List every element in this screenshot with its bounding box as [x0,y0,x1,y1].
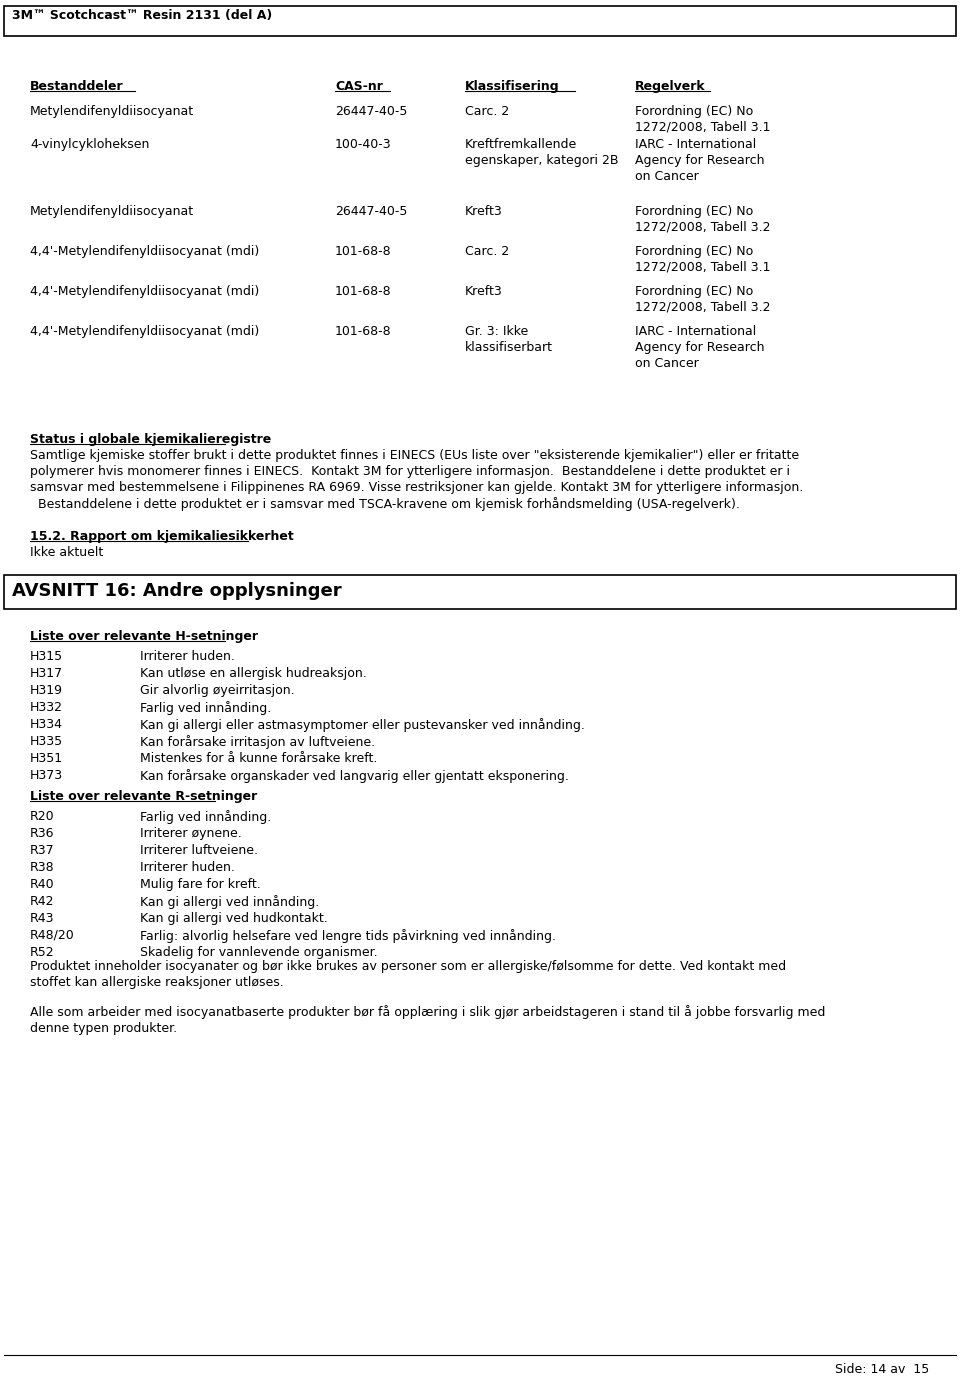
Text: 26447-40-5: 26447-40-5 [335,205,407,218]
Text: R20: R20 [30,810,55,822]
Text: Forordning (EC) No
1272/2008, Tabell 3.2: Forordning (EC) No 1272/2008, Tabell 3.2 [635,205,771,234]
Text: 4,4'-Metylendifenyldiisocyanat (mdi): 4,4'-Metylendifenyldiisocyanat (mdi) [30,284,259,298]
Text: Kan forårsake irritasjon av luftveiene.: Kan forårsake irritasjon av luftveiene. [140,735,375,749]
Text: Bestanddeler: Bestanddeler [30,80,124,93]
Text: Gr. 3: Ikke
klassifiserbart: Gr. 3: Ikke klassifiserbart [465,325,553,354]
Text: Farlig ved innånding.: Farlig ved innånding. [140,700,272,714]
Text: R52: R52 [30,946,55,958]
Text: Carc. 2: Carc. 2 [465,245,509,258]
Text: Alle som arbeider med isocyanatbaserte produkter bør få opplæring i slik gjør ar: Alle som arbeider med isocyanatbaserte p… [30,1006,826,1035]
Text: R42: R42 [30,895,55,908]
Text: R40: R40 [30,878,55,890]
Text: Irriterer huden.: Irriterer huden. [140,651,235,663]
Text: H335: H335 [30,735,63,748]
Text: Irriterer øynene.: Irriterer øynene. [140,827,242,841]
Text: Kan gi allergi eller astmasymptomer eller pustevansker ved innånding.: Kan gi allergi eller astmasymptomer elle… [140,718,585,732]
Text: Farlig ved innånding.: Farlig ved innånding. [140,810,272,824]
Text: 3M™ Scotchcast™ Resin 2131 (del A): 3M™ Scotchcast™ Resin 2131 (del A) [12,8,273,22]
Text: R36: R36 [30,827,55,841]
Text: IARC - International
Agency for Research
on Cancer: IARC - International Agency for Research… [635,325,764,370]
Text: IARC - International
Agency for Research
on Cancer: IARC - International Agency for Research… [635,137,764,183]
Text: 4,4'-Metylendifenyldiisocyanat (mdi): 4,4'-Metylendifenyldiisocyanat (mdi) [30,325,259,338]
Text: Kan gi allergi ved hudkontakt.: Kan gi allergi ved hudkontakt. [140,913,327,925]
Text: Liste over relevante R-setninger: Liste over relevante R-setninger [30,791,257,803]
Text: Metylendifenyldiisocyanat: Metylendifenyldiisocyanat [30,205,194,218]
Text: H373: H373 [30,768,63,782]
Text: H315: H315 [30,651,63,663]
Text: Irriterer huden.: Irriterer huden. [140,861,235,874]
Text: Forordning (EC) No
1272/2008, Tabell 3.1: Forordning (EC) No 1272/2008, Tabell 3.1 [635,105,771,135]
Text: Kreft3: Kreft3 [465,284,503,298]
Text: H317: H317 [30,667,63,680]
Text: 101-68-8: 101-68-8 [335,284,392,298]
Text: Kreftfremkallende
egenskaper, kategori 2B: Kreftfremkallende egenskaper, kategori 2… [465,137,618,166]
Text: H319: H319 [30,684,63,698]
Text: Farlig: alvorlig helsefare ved lengre tids påvirkning ved innånding.: Farlig: alvorlig helsefare ved lengre ti… [140,929,556,943]
Text: H332: H332 [30,700,63,714]
Text: R38: R38 [30,861,55,874]
Text: Forordning (EC) No
1272/2008, Tabell 3.1: Forordning (EC) No 1272/2008, Tabell 3.1 [635,245,771,275]
Text: Kan gi allergi ved innånding.: Kan gi allergi ved innånding. [140,895,320,908]
Text: Produktet inneholder isocyanater og bør ikke brukes av personer som er allergisk: Produktet inneholder isocyanater og bør … [30,960,786,989]
Text: 100-40-3: 100-40-3 [335,137,392,151]
Text: AVSNITT 16: Andre opplysninger: AVSNITT 16: Andre opplysninger [12,583,342,601]
Text: Forordning (EC) No
1272/2008, Tabell 3.2: Forordning (EC) No 1272/2008, Tabell 3.2 [635,284,771,313]
Text: Skadelig for vannlevende organismer.: Skadelig for vannlevende organismer. [140,946,377,958]
Text: R37: R37 [30,845,55,857]
Text: 15.2. Rapport om kjemikaliesikkerhet: 15.2. Rapport om kjemikaliesikkerhet [30,530,294,542]
Text: Kan forårsake organskader ved langvarig eller gjentatt eksponering.: Kan forårsake organskader ved langvarig … [140,768,569,784]
Text: R43: R43 [30,913,55,925]
Text: Status i globale kjemikalieregistre: Status i globale kjemikalieregistre [30,433,272,447]
Bar [4,576,956,609]
Text: Side: 14 av  15: Side: 14 av 15 [835,1363,929,1376]
Text: H351: H351 [30,752,63,766]
Text: Regelverk: Regelverk [635,80,706,93]
Text: Mistenkes for å kunne forårsake kreft.: Mistenkes for å kunne forårsake kreft. [140,752,377,766]
Text: R48/20: R48/20 [30,929,75,942]
Text: Carc. 2: Carc. 2 [465,105,509,118]
Text: 4,4'-Metylendifenyldiisocyanat (mdi): 4,4'-Metylendifenyldiisocyanat (mdi) [30,245,259,258]
Text: Ikke aktuelt: Ikke aktuelt [30,546,104,559]
Text: Liste over relevante H-setninger: Liste over relevante H-setninger [30,630,258,644]
Text: 101-68-8: 101-68-8 [335,325,392,338]
Text: CAS-nr: CAS-nr [335,80,383,93]
Text: Samtlige kjemiske stoffer brukt i dette produktet finnes i EINECS (EUs liste ove: Samtlige kjemiske stoffer brukt i dette … [30,449,804,512]
Text: Mulig fare for kreft.: Mulig fare for kreft. [140,878,261,890]
Text: Irriterer luftveiene.: Irriterer luftveiene. [140,845,258,857]
Text: Kreft3: Kreft3 [465,205,503,218]
Bar [4,6,956,36]
Text: 26447-40-5: 26447-40-5 [335,105,407,118]
Text: Metylendifenyldiisocyanat: Metylendifenyldiisocyanat [30,105,194,118]
Text: H334: H334 [30,718,63,731]
Text: Gir alvorlig øyeirritasjon.: Gir alvorlig øyeirritasjon. [140,684,295,698]
Text: 4-vinylcykloheksen: 4-vinylcykloheksen [30,137,150,151]
Text: Klassifisering: Klassifisering [465,80,560,93]
Text: Kan utløse en allergisk hudreaksjon.: Kan utløse en allergisk hudreaksjon. [140,667,367,680]
Text: 101-68-8: 101-68-8 [335,245,392,258]
